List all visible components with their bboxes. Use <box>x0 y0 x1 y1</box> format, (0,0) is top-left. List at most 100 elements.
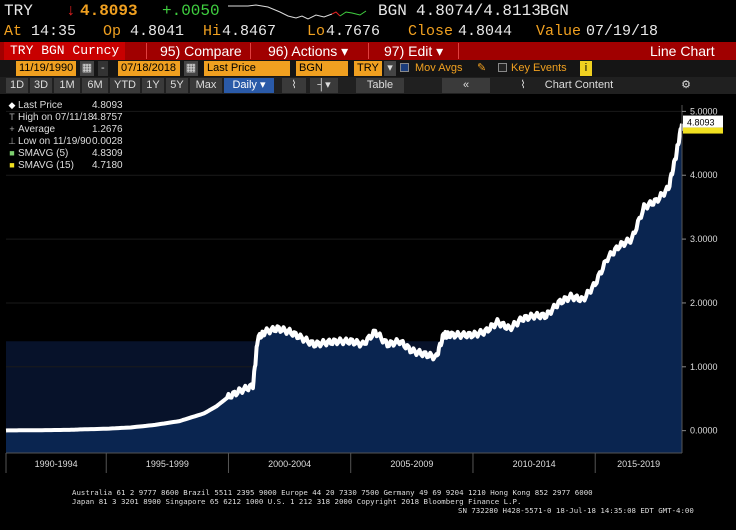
x-tick-label: 1995-1999 <box>146 459 189 469</box>
high-value: 4.8467 <box>222 23 277 40</box>
legend-value: 4.8757 <box>92 112 123 123</box>
legend-value: 4.7180 <box>92 160 123 171</box>
period-1d-button[interactable]: 1D <box>6 78 28 93</box>
quote-currency: BGN <box>378 2 407 20</box>
quote-currency-2: BGN <box>540 2 569 20</box>
legend-value: 4.8093 <box>92 100 123 111</box>
line-style-icon[interactable]: ⌇ <box>282 78 306 93</box>
menu-bar: TRY BGN Curncy 95) Compare 96) Actions ▾… <box>0 42 736 60</box>
diamond-icon: ◆ <box>8 100 16 110</box>
legend-row-smavg5: ■ SMAVG (5) 4.8309 <box>6 148 126 159</box>
legend-row-last-price: ◆ Last Price 4.8093 <box>6 100 126 111</box>
chevron-down-icon[interactable]: ▾ <box>384 61 396 76</box>
legend-value: 0.0028 <box>92 136 123 147</box>
period-1m-button[interactable]: 1M <box>54 78 80 93</box>
compare-menu[interactable]: 95) Compare <box>160 43 242 59</box>
price-line <box>5 123 684 433</box>
footer: Australia 61 2 9777 8600 Brazil 5511 239… <box>0 484 736 530</box>
period-3d-button[interactable]: 3D <box>30 78 52 93</box>
start-date-field[interactable]: 11/19/1990 <box>16 61 76 76</box>
period-max-button[interactable]: Max <box>190 78 222 93</box>
security-select[interactable]: TRY <box>354 61 382 76</box>
gear-icon[interactable]: ⚙ <box>681 79 691 91</box>
actions-menu[interactable]: 96) Actions ▾ <box>268 43 349 59</box>
pencil-icon[interactable]: ✎ <box>477 62 487 74</box>
y-tick-label: 2.0000 <box>690 298 718 308</box>
y-tick-label: 0.0000 <box>690 426 718 436</box>
y-tick-label: 1.0000 <box>690 362 718 372</box>
field-select[interactable]: Last Price <box>204 61 290 76</box>
legend-label: Low on 11/19/90 <box>18 136 92 147</box>
mov-avgs-checkbox[interactable] <box>400 63 409 72</box>
direction-arrow-icon: ↓ <box>66 2 76 20</box>
close-label: Close <box>408 23 454 40</box>
bar-style-icon[interactable]: ┤▾ <box>310 78 338 93</box>
legend-label: Last Price <box>18 100 63 111</box>
period-toolbar: 1D 3D 1M 6M YTD 1Y 5Y Max Daily ▾ ⌇ ┤▾ T… <box>0 77 736 94</box>
average-marker-icon: + <box>9 124 15 134</box>
security-title: TRY BGN Curncy <box>4 42 126 60</box>
period-6m-button[interactable]: 6M <box>82 78 108 93</box>
y-tick-label: 5.0000 <box>690 106 718 116</box>
low-marker-icon: ⊥ <box>8 136 16 146</box>
frequency-select[interactable]: Daily ▾ <box>224 78 274 93</box>
date-controls: 11/19/1990 ▦ - 07/18/2018 ▦ Last Price B… <box>0 60 736 77</box>
period-ytd-button[interactable]: YTD <box>110 78 140 93</box>
chart-content-button[interactable]: Chart Content <box>544 79 614 91</box>
legend-value: 4.8309 <box>92 148 123 159</box>
legend-label: High on 07/11/18 <box>18 112 94 123</box>
end-date-field[interactable]: 07/18/2018 <box>118 61 180 76</box>
y-tick-label: 3.0000 <box>690 234 718 244</box>
period-1y-button[interactable]: 1Y <box>142 78 164 93</box>
legend-value: 1.2676 <box>92 124 123 135</box>
footer-session: SN 732280 H428-5571-0 18-Jul-18 14:35:08… <box>458 506 694 515</box>
chart-legend: ◆ Last Price 4.8093 T High on 07/11/18 4… <box>6 100 126 180</box>
high-marker-icon: T <box>9 112 15 122</box>
high-label: Hi <box>203 23 222 40</box>
price-area <box>6 123 682 453</box>
last-price-box <box>683 115 723 128</box>
info-icon[interactable]: i <box>580 61 592 76</box>
quote-header: TRY ↓ 4.8093 +.0050 BGN 4.8074/4.8113 BG… <box>0 0 736 22</box>
footer-contacts: Australia 61 2 9777 8600 Brazil 5511 239… <box>72 488 593 497</box>
sparkline-icon <box>228 4 367 20</box>
edit-menu[interactable]: 97) Edit ▾ <box>384 43 444 59</box>
smavg-box <box>683 127 723 134</box>
footer-contacts-2: Japan 81 3 3201 8900 Singapore 65 6212 1… <box>72 497 522 506</box>
chart-panel: 5.0000 4.0000 3.0000 2.0000 1.0000 0.0000 4.80… <box>0 95 736 530</box>
last-price: 4.8093 <box>80 2 138 20</box>
legend-label: Average <box>18 124 56 135</box>
x-tick-label: 2010-2014 <box>513 459 556 469</box>
calendar-icon[interactable]: ▦ <box>80 61 94 76</box>
period-5y-button[interactable]: 5Y <box>166 78 188 93</box>
key-events-label: Key Events <box>511 62 567 74</box>
net-change: +.0050 <box>162 2 220 20</box>
low-value: 4.7676 <box>326 23 381 40</box>
legend-row-low: ⊥ Low on 11/19/90 0.0028 <box>6 136 126 147</box>
legend-row-high: T High on 07/11/18 4.8757 <box>6 112 126 123</box>
quote-time: 14:35 <box>31 23 77 40</box>
last-price-label: 4.8093 <box>687 118 715 128</box>
low-label: Lo <box>307 23 326 40</box>
key-events-checkbox[interactable] <box>498 63 507 72</box>
calendar-icon[interactable]: ▦ <box>184 61 198 76</box>
y-tick-label: 4.0000 <box>690 170 718 180</box>
legend-label: SMAVG (5) <box>18 148 69 159</box>
legend-label: SMAVG (15) <box>18 160 74 171</box>
price-chart[interactable]: 5.0000 4.0000 3.0000 2.0000 1.0000 0.0000 4.80… <box>0 95 736 484</box>
currency-select[interactable]: BGN <box>296 61 348 76</box>
chart-type-label[interactable]: Line Chart <box>650 43 715 59</box>
value-label: Value <box>536 23 582 40</box>
open-label: Op <box>103 23 122 40</box>
table-button[interactable]: Table <box>356 78 404 93</box>
bid-ask: 4.8074/4.8113 <box>416 2 541 20</box>
swatch-icon: ■ <box>9 148 15 158</box>
x-tick-label: 1990-1994 <box>35 459 78 469</box>
open-value: 4.8041 <box>130 23 185 40</box>
value-date: 07/19/18 <box>586 23 659 40</box>
collapse-left-icon[interactable]: « <box>442 78 490 93</box>
mov-avgs-label: Mov Avgs <box>415 62 463 74</box>
x-tick-label: 2000-2004 <box>268 459 311 469</box>
legend-row-smavg15: ■ SMAVG (15) 4.7180 <box>6 160 126 171</box>
chart-content-icon: ⌇ <box>520 79 526 91</box>
